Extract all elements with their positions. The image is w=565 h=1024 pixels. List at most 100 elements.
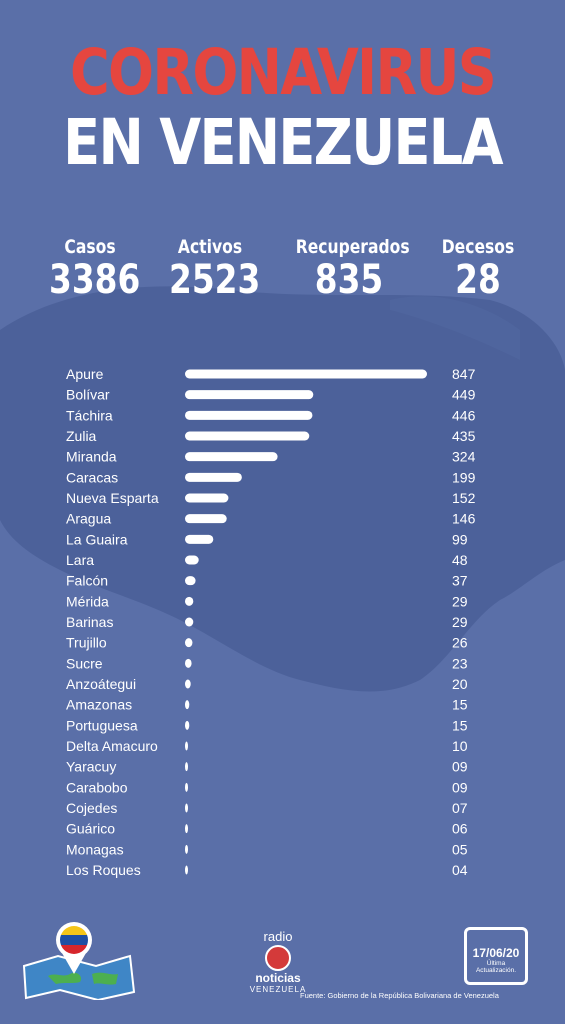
bar xyxy=(185,638,193,648)
update-date: 17/06/20 xyxy=(472,946,520,960)
stat-activos: Activos 2523 xyxy=(160,236,260,302)
bar xyxy=(185,658,192,668)
category-label: Portuguesa xyxy=(66,717,138,733)
bar xyxy=(185,679,191,689)
value-label: 26 xyxy=(452,635,468,651)
category-label: Guárico xyxy=(66,821,115,837)
bar xyxy=(185,844,188,854)
category-label: Sucre xyxy=(66,655,103,671)
bar xyxy=(185,824,188,834)
value-label: 847 xyxy=(452,366,476,382)
value-label: 435 xyxy=(452,428,476,444)
category-label: Amazonas xyxy=(66,697,132,713)
category-label: Trujillo xyxy=(66,635,107,651)
bar xyxy=(185,369,427,379)
calendar-icon: 17/06/20 Última Actualización. xyxy=(464,927,528,985)
stat-casos-label: Casos xyxy=(64,236,116,258)
category-label: Apure xyxy=(66,366,104,382)
value-label: 324 xyxy=(452,449,476,465)
value-label: 04 xyxy=(452,862,468,878)
value-label: 09 xyxy=(452,759,468,775)
stat-casos-value: 3386 xyxy=(49,257,141,303)
bar xyxy=(185,472,242,482)
bar xyxy=(185,720,190,730)
radio-logo-line2: noticias xyxy=(255,971,301,985)
category-label: Anzoátegui xyxy=(66,676,136,692)
stat-recuperados-value: 835 xyxy=(314,257,384,303)
value-label: 449 xyxy=(452,387,476,403)
value-label: 20 xyxy=(452,676,468,692)
bar xyxy=(185,534,214,544)
stat-recuperados-label: Recuperados xyxy=(295,236,410,258)
bar xyxy=(185,452,278,462)
bar xyxy=(185,576,196,586)
bar xyxy=(185,390,314,400)
radio-logo-line1: radio xyxy=(263,929,293,944)
value-label: 199 xyxy=(452,469,476,485)
stat-recuperados: Recuperados 835 xyxy=(284,236,414,302)
category-label: Zulia xyxy=(66,428,97,444)
stat-activos-value: 2523 xyxy=(169,257,261,303)
category-label: Barinas xyxy=(66,614,113,630)
category-label: Carabobo xyxy=(66,779,128,795)
bar xyxy=(185,782,188,792)
category-label: Caracas xyxy=(66,469,118,485)
map-pin-icon xyxy=(22,922,136,1000)
category-label: Nueva Esparta xyxy=(66,490,159,506)
radio-noticias-logo: radio noticias VENEZUELA xyxy=(248,930,308,995)
category-label: La Guaira xyxy=(66,531,128,547)
category-label: Aragua xyxy=(66,511,111,527)
value-label: 15 xyxy=(452,717,468,733)
value-label: 29 xyxy=(452,593,468,609)
title-en-venezuela: EN VENEZUELA xyxy=(63,106,503,179)
stat-decesos: Decesos 28 xyxy=(428,236,528,302)
radio-logo-icon xyxy=(265,945,291,971)
source-note: Fuente: Gobierno de la República Bolivar… xyxy=(300,991,499,1000)
value-label: 37 xyxy=(452,573,468,589)
update-note: Última Actualización. xyxy=(475,960,517,974)
value-label: 06 xyxy=(452,821,468,837)
bar xyxy=(185,865,188,875)
bar xyxy=(185,514,227,524)
title-coronavirus: CORONAVIRUS xyxy=(69,36,497,109)
value-label: 07 xyxy=(452,800,468,816)
stat-decesos-label: Decesos xyxy=(441,236,515,258)
value-label: 48 xyxy=(452,552,468,568)
bar xyxy=(185,617,194,627)
bar xyxy=(185,493,229,503)
bar xyxy=(185,762,188,772)
bar xyxy=(185,431,310,441)
category-label: Monagas xyxy=(66,841,124,857)
category-label: Falcón xyxy=(66,573,108,589)
category-label: Mérida xyxy=(66,593,109,609)
bar xyxy=(185,596,194,606)
value-label: 15 xyxy=(452,697,468,713)
radio-logo-line3: VENEZUELA xyxy=(249,985,307,994)
category-label: Los Roques xyxy=(66,862,141,878)
value-label: 146 xyxy=(452,511,476,527)
bar xyxy=(185,410,313,420)
category-label: Bolívar xyxy=(66,387,110,403)
category-label: Miranda xyxy=(66,449,117,465)
value-label: 23 xyxy=(452,655,468,671)
bar xyxy=(185,803,188,813)
category-label: Táchira xyxy=(66,407,113,423)
bar xyxy=(185,741,188,751)
value-label: 446 xyxy=(452,407,476,423)
category-label: Lara xyxy=(66,552,94,568)
value-label: 05 xyxy=(452,841,468,857)
stat-casos: Casos 3386 xyxy=(40,236,140,302)
category-label: Yaracuy xyxy=(66,759,116,775)
stat-decesos-value: 28 xyxy=(455,257,501,303)
value-label: 152 xyxy=(452,490,476,506)
category-label: Delta Amacuro xyxy=(66,738,158,754)
stat-activos-label: Activos xyxy=(177,236,243,258)
value-label: 09 xyxy=(452,779,468,795)
value-label: 29 xyxy=(452,614,468,630)
value-label: 10 xyxy=(452,738,468,754)
bar xyxy=(185,700,190,710)
value-label: 99 xyxy=(452,531,468,547)
bar xyxy=(185,555,199,565)
